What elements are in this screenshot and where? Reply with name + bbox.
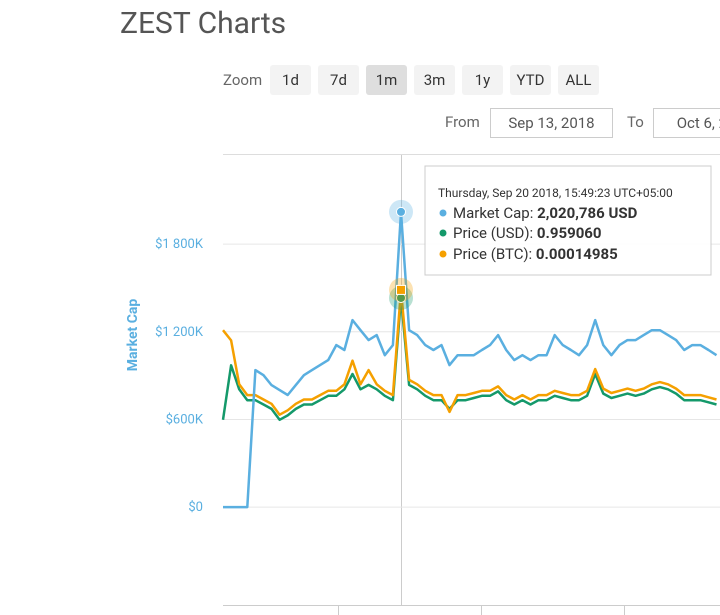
y-tick-label: $1 800K: [155, 237, 204, 252]
tooltip-row: Price (USD): 0.959060: [453, 224, 602, 242]
zoom-button[interactable]: 1d: [270, 65, 311, 95]
zoom-label: Zoom: [223, 71, 263, 89]
series-line: [223, 210, 718, 509]
tooltip-label: Market Cap:: [453, 204, 533, 222]
from-label: From: [445, 113, 480, 131]
hover-point: [396, 284, 406, 295]
y-axis-title: Market Cap: [125, 299, 141, 372]
to-input[interactable]: Oct 6, 2018: [653, 108, 720, 138]
zoom-button[interactable]: 7d: [318, 65, 359, 95]
tooltip-date: Thursday, Sep 20 2018, 15:49:23 UTC+05:0…: [438, 186, 673, 200]
zoom-button[interactable]: 1m: [366, 65, 407, 95]
zoom-button[interactable]: 1y: [462, 65, 503, 95]
tooltip: Thursday, Sep 20 2018, 15:49:23 UTC+05:0…: [424, 165, 712, 276]
tooltip-label: Price (USD):: [453, 224, 533, 242]
y-tick-label: $0: [188, 500, 203, 515]
zoom-button[interactable]: 3m: [414, 65, 455, 95]
tooltip-box: [424, 165, 712, 276]
y-tick-label: $600K: [166, 412, 204, 427]
page-title: ZEST Charts: [120, 6, 287, 41]
tooltip-row: Price (BTC): 0.00014985: [453, 245, 618, 263]
from-input[interactable]: Sep 13, 2018: [490, 108, 613, 138]
zoom-button[interactable]: ALL: [558, 65, 599, 95]
tooltip-value: 2,020,786 USD: [537, 204, 637, 222]
tooltip-label: Price (BTC):: [453, 245, 532, 263]
series-line: [221, 296, 717, 422]
series-line: [222, 288, 717, 416]
to-label: To: [627, 113, 644, 131]
tooltip-value: 0.959060: [537, 224, 602, 242]
tooltip-row: Market Cap: 2,020,786 USD: [453, 204, 638, 222]
hover-point: [396, 206, 406, 217]
tooltip-dot: [439, 229, 447, 237]
tooltip-dot: [439, 250, 447, 258]
zoom-button[interactable]: YTD: [510, 65, 551, 95]
tooltip-dot: [439, 209, 447, 217]
y-tick-label: $1 200K: [155, 325, 204, 340]
tooltip-value: 0.00014985: [536, 245, 618, 263]
